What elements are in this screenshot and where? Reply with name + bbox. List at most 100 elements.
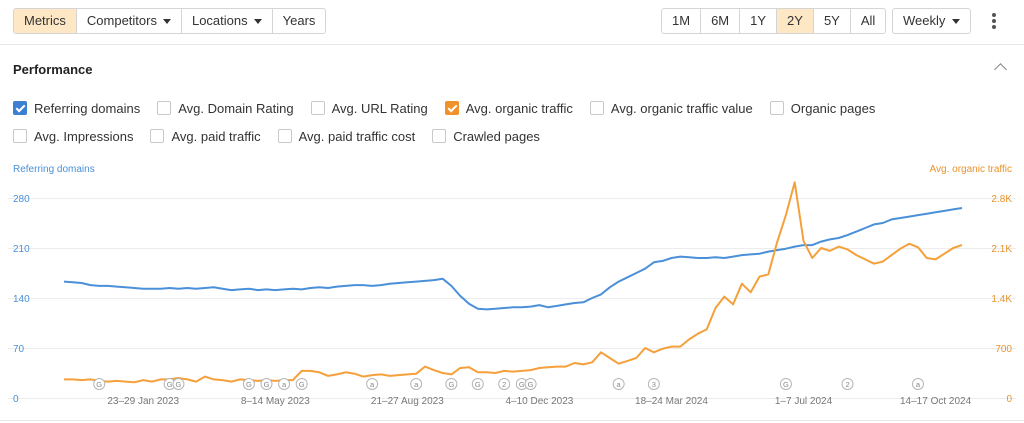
annotation-marker-label: G <box>176 380 182 389</box>
annotation-marker-label: a <box>282 380 287 389</box>
annotation-marker <box>366 378 379 390</box>
annotation-marker-label: a <box>414 380 419 389</box>
series-line-referring-domains <box>63 207 963 311</box>
right-tick-label: 1.4K <box>991 294 1012 305</box>
checkbox-unchecked-icon[interactable] <box>150 129 165 143</box>
checkbox-label: Avg. Impressions <box>34 128 134 144</box>
panel-title: Performance <box>13 62 93 77</box>
toolbar: Metrics Competitors Locations Years 1M 6… <box>0 0 1024 44</box>
checkbox-unchecked-icon[interactable] <box>13 129 27 143</box>
checkbox-avg-impressions[interactable]: Avg. Impressions <box>13 129 133 144</box>
x-tick-label: 8–14 May 2023 <box>241 396 310 407</box>
tab-competitors[interactable]: Competitors <box>77 9 182 33</box>
metric-checkbox-row-2: Avg. Impressions Avg. paid traffic Avg. pa… <box>13 128 557 144</box>
checkbox-unchecked-icon[interactable] <box>277 129 292 143</box>
annotation-marker-label: G <box>475 380 481 389</box>
checkbox-label: Avg. organic traffic value <box>610 100 753 116</box>
annotation-marker-label: G <box>783 380 789 389</box>
annotation-marker-label: 3 <box>652 380 656 389</box>
annotation-marker-label: 2 <box>845 380 849 389</box>
annotation-marker-label: G <box>264 380 270 389</box>
more-options-icon[interactable] <box>988 11 1000 31</box>
range-5y[interactable]: 5Y <box>814 9 851 33</box>
range-1m[interactable]: 1M <box>662 9 702 33</box>
checkbox-avg-organic-traffic[interactable]: Avg. organic traffic <box>444 100 573 116</box>
chevron-down-icon <box>952 18 961 24</box>
tab-locations-label: Locations <box>191 13 248 28</box>
checkbox-unchecked-icon[interactable] <box>310 101 325 115</box>
left-tick-label: 0 <box>13 394 19 405</box>
checkbox-crawled-pages[interactable]: Crawled pages <box>432 129 540 144</box>
checkbox-avg-paid-traffic[interactable]: Avg. paid traffic <box>150 128 261 144</box>
right-tick-label: 2.1K <box>991 244 1012 255</box>
annotation-marker <box>779 378 792 390</box>
right-tick-label: 2.8K <box>991 194 1012 205</box>
annotation-marker <box>911 378 924 390</box>
checkbox-unchecked-icon[interactable] <box>432 129 447 143</box>
checkbox-avg-domain-rating[interactable]: Avg. Domain Rating <box>157 100 294 116</box>
range-tab-group: 1M 6M 1Y 2Y 5Y All <box>661 8 887 34</box>
tab-locations[interactable]: Locations <box>182 9 273 33</box>
range-all-label: All <box>860 13 876 28</box>
left-tick-label: 280 <box>13 194 30 205</box>
checkbox-label: Avg. paid traffic cost <box>298 128 416 144</box>
annotation-marker <box>612 378 625 390</box>
chevron-down-icon <box>253 18 262 24</box>
checkbox-unchecked-icon[interactable] <box>589 101 604 115</box>
range-6m-label: 6M <box>711 13 730 28</box>
annotation-marker <box>410 378 423 390</box>
annotation-marker <box>172 378 185 390</box>
x-tick-label: 18–24 Mar 2024 <box>635 396 708 407</box>
left-tick-label: 210 <box>13 244 30 255</box>
right-axis-label: Avg. organic traffic <box>930 164 1012 175</box>
tab-years-label: Years <box>282 13 316 28</box>
chevron-up-icon[interactable] <box>994 63 1007 76</box>
annotation-marker-label: G <box>448 380 454 389</box>
checkbox-label: Avg. paid traffic <box>171 128 261 144</box>
checkbox-referring-domains[interactable]: Referring domains <box>13 101 140 116</box>
annotation-marker-label: G <box>299 380 305 389</box>
range-6m[interactable]: 6M <box>701 9 741 33</box>
checkbox-label: Organic pages <box>790 100 876 116</box>
tab-years[interactable]: Years <box>273 9 326 33</box>
divider <box>0 44 1024 45</box>
tab-metrics[interactable]: Metrics <box>14 9 77 33</box>
interval-label: Weekly <box>903 13 946 28</box>
metric-checkbox-row-1: Referring domains Avg. Domain Rating Avg. … <box>13 100 892 116</box>
checkbox-checked-icon[interactable] <box>13 101 27 115</box>
series-line-avg-organic-traffic <box>64 181 963 384</box>
checkbox-avg-paid-traffic-cost[interactable]: Avg. paid traffic cost <box>277 128 416 144</box>
checkbox-avg-url-rating[interactable]: Avg. URL Rating <box>310 100 428 116</box>
checkbox-unchecked-icon[interactable] <box>769 101 784 115</box>
checkbox-label: Referring domains <box>34 100 141 116</box>
x-tick-label: 21–27 Aug 2023 <box>371 396 444 407</box>
annotation-marker <box>524 378 537 390</box>
checkbox-organic-pages[interactable]: Organic pages <box>769 100 876 116</box>
x-tick-label: 14–17 Oct 2024 <box>900 396 972 407</box>
annotation-marker <box>471 378 484 390</box>
range-2y-label: 2Y <box>787 13 803 28</box>
range-2y[interactable]: 2Y <box>777 9 814 33</box>
x-tick-label: 23–29 Jan 2023 <box>107 396 179 407</box>
annotation-marker <box>647 378 660 390</box>
annotation-marker <box>242 378 255 390</box>
annotation-marker-label: a <box>370 380 375 389</box>
checkbox-label: Avg. Domain Rating <box>178 100 294 116</box>
annotation-marker <box>841 378 854 390</box>
x-tick-label: 4–10 Dec 2023 <box>505 396 573 407</box>
checkbox-label: Crawled pages <box>453 128 540 144</box>
checkbox-unchecked-icon[interactable] <box>157 101 172 115</box>
range-5y-label: 5Y <box>823 13 840 28</box>
annotation-marker-label: 2 <box>502 380 506 389</box>
checkbox-label: Avg. URL Rating <box>331 100 428 116</box>
checkbox-checked-icon[interactable] <box>444 101 459 115</box>
range-1y[interactable]: 1Y <box>740 9 778 33</box>
annotation-marker <box>445 378 458 390</box>
checkbox-avg-organic-traffic-value[interactable]: Avg. organic traffic value <box>589 100 753 116</box>
range-all[interactable]: All <box>851 9 885 33</box>
annotation-marker <box>498 378 511 390</box>
interval-dropdown[interactable]: Weekly <box>892 8 972 34</box>
left-axis-label: Referring domains <box>13 164 95 175</box>
view-tab-group: Metrics Competitors Locations Years <box>13 8 327 34</box>
checkbox-label: Avg. organic traffic <box>465 100 573 116</box>
